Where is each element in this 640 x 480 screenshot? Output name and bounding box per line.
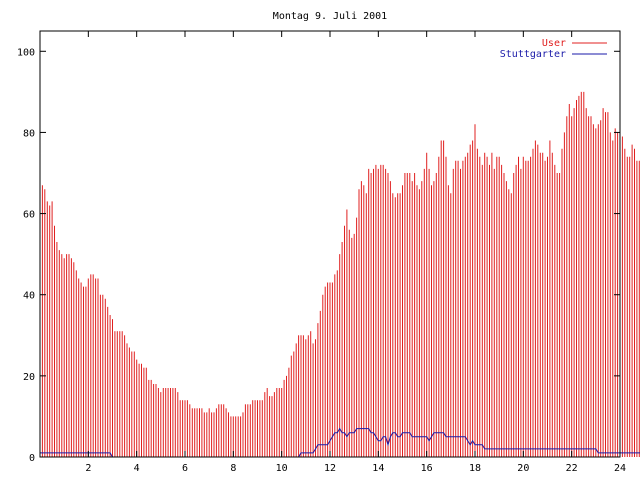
legend-label: Stuttgarter [500, 49, 566, 60]
x-tick-label: 20 [517, 463, 529, 474]
y-tick-label: 60 [23, 210, 35, 221]
legend-label: User [542, 38, 566, 49]
user-bars [39, 91, 640, 457]
x-tick-label: 22 [566, 463, 578, 474]
y-tick-label: 20 [23, 372, 35, 383]
x-tick-label: 8 [230, 463, 236, 474]
x-tick-label: 6 [182, 463, 188, 474]
x-tick-label: 14 [372, 463, 384, 474]
x-tick-label: 10 [276, 463, 288, 474]
x-tick-label: 12 [324, 463, 336, 474]
x-tick-label: 18 [469, 463, 481, 474]
y-tick-label: 80 [23, 128, 35, 139]
y-tick-label: 100 [17, 47, 35, 58]
y-tick-label: 0 [29, 453, 35, 464]
x-tick-label: 2 [85, 463, 91, 474]
y-tick-label: 40 [23, 291, 35, 302]
x-tick-label: 24 [614, 463, 626, 474]
x-tick-label: 4 [134, 463, 140, 474]
x-tick-label: 16 [421, 463, 433, 474]
chart-title: Montag 9. Juli 2001 [273, 11, 387, 22]
